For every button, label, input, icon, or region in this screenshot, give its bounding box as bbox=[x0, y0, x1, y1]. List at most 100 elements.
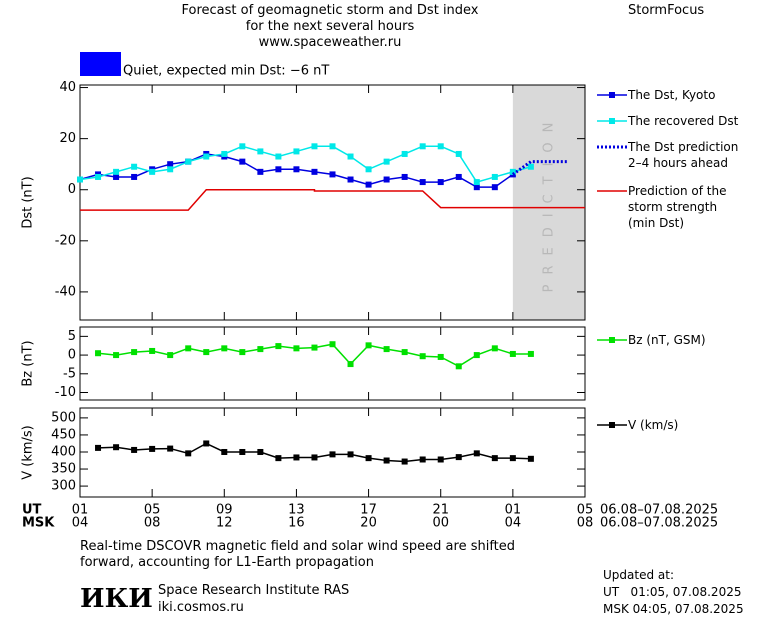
updated-label: Updated at: bbox=[603, 568, 674, 582]
data-point bbox=[473, 179, 480, 186]
data-point bbox=[365, 455, 372, 462]
data-point bbox=[419, 179, 426, 186]
y-tick-label: -20 bbox=[55, 233, 76, 248]
y-axis-label: Bz (nT) bbox=[21, 340, 36, 386]
legend-label: V (km/s) bbox=[628, 418, 679, 432]
data-point bbox=[509, 168, 516, 175]
x-tick-label: 17 bbox=[360, 503, 377, 518]
data-point bbox=[401, 150, 408, 157]
data-point bbox=[275, 343, 282, 350]
data-point bbox=[185, 450, 192, 457]
data-point bbox=[113, 444, 120, 451]
x-date: 06.08–07.08.2025 bbox=[600, 503, 718, 518]
data-point bbox=[419, 143, 426, 150]
data-point bbox=[473, 450, 480, 457]
legend-label: The Dst, Kyoto bbox=[628, 88, 716, 102]
data-point bbox=[329, 451, 336, 458]
legend-label: The Dst prediction 2–4 hours ahead bbox=[628, 140, 739, 170]
x2-date: 06.08–07.08.2025 bbox=[600, 516, 718, 531]
y-tick-label: 350 bbox=[51, 462, 76, 477]
y-axis-label: V (km/s) bbox=[21, 425, 36, 480]
data-point bbox=[437, 456, 444, 463]
data-point bbox=[527, 163, 534, 170]
updated-msk: MSK 04:05, 07.08.2025 bbox=[603, 602, 744, 616]
data-point bbox=[455, 363, 462, 370]
x2-tick-label: 04 bbox=[72, 516, 89, 531]
prediction-label: PREDICTION bbox=[541, 113, 556, 293]
y-tick-label: 5 bbox=[68, 329, 76, 344]
data-point bbox=[311, 168, 318, 175]
data-point bbox=[185, 345, 192, 352]
data-point bbox=[239, 349, 246, 356]
data-point bbox=[491, 455, 498, 462]
legend-marker bbox=[609, 118, 615, 124]
data-point bbox=[473, 184, 480, 191]
data-point bbox=[437, 179, 444, 186]
data-point bbox=[329, 143, 336, 150]
y-tick-label: -10 bbox=[55, 385, 76, 400]
data-point bbox=[419, 353, 426, 360]
brand: StormFocus bbox=[628, 3, 705, 18]
data-point bbox=[491, 173, 498, 180]
data-point bbox=[203, 153, 210, 160]
data-point bbox=[203, 440, 210, 447]
y-tick-label: 400 bbox=[51, 444, 76, 459]
x-tick-label: 05 bbox=[577, 503, 594, 518]
data-point bbox=[437, 353, 444, 360]
data-point bbox=[437, 143, 444, 150]
data-point bbox=[239, 143, 246, 150]
legend-marker bbox=[609, 422, 615, 428]
logo: ИКИ bbox=[80, 584, 153, 614]
data-point bbox=[167, 161, 174, 168]
data-point bbox=[167, 445, 174, 452]
data-point bbox=[95, 444, 102, 451]
y-tick-label: 500 bbox=[51, 410, 76, 425]
x-tick-label: 01 bbox=[72, 503, 89, 518]
data-point bbox=[167, 352, 174, 359]
data-point bbox=[131, 163, 138, 170]
data-point bbox=[149, 168, 156, 175]
data-point bbox=[527, 350, 534, 357]
data-point bbox=[293, 148, 300, 155]
data-point bbox=[275, 153, 282, 160]
y-tick-label: 0 bbox=[68, 348, 76, 363]
data-point bbox=[329, 341, 336, 348]
y-tick-label: -40 bbox=[55, 284, 76, 299]
x2-tick-label: 20 bbox=[360, 516, 377, 531]
x2-tick-label: 04 bbox=[505, 516, 522, 531]
data-point bbox=[149, 445, 156, 452]
data-point bbox=[275, 166, 282, 173]
data-point bbox=[113, 173, 120, 180]
plot-frame bbox=[79, 326, 586, 401]
legend-label: Prediction of the storm strength (min Ds… bbox=[628, 184, 727, 230]
y-tick-label: 20 bbox=[59, 131, 76, 146]
x2-axis-label: MSK bbox=[22, 516, 55, 531]
x2-tick-label: 08 bbox=[144, 516, 161, 531]
data-point bbox=[95, 350, 102, 357]
data-point bbox=[311, 143, 318, 150]
data-point bbox=[365, 166, 372, 173]
x2-tick-label: 12 bbox=[216, 516, 233, 531]
data-point bbox=[257, 346, 264, 353]
x2-tick-label: 00 bbox=[432, 516, 449, 531]
prediction-region bbox=[512, 85, 585, 320]
data-point bbox=[257, 168, 264, 175]
x-tick-label: 21 bbox=[432, 503, 449, 518]
data-point bbox=[221, 345, 228, 352]
data-point bbox=[293, 454, 300, 461]
data-point bbox=[221, 448, 228, 455]
data-point bbox=[203, 349, 210, 356]
x-tick-label: 13 bbox=[288, 503, 305, 518]
status-label: Quiet, expected min Dst: −6 nT bbox=[123, 64, 329, 79]
status-swatch bbox=[80, 52, 121, 76]
x-tick-label: 09 bbox=[216, 503, 233, 518]
data-point bbox=[293, 345, 300, 352]
data-point bbox=[113, 352, 120, 359]
x2-tick-label: 16 bbox=[288, 516, 305, 531]
x-tick-label: 05 bbox=[144, 503, 161, 518]
data-point bbox=[491, 184, 498, 191]
plot-frame bbox=[79, 407, 586, 498]
data-point bbox=[401, 173, 408, 180]
